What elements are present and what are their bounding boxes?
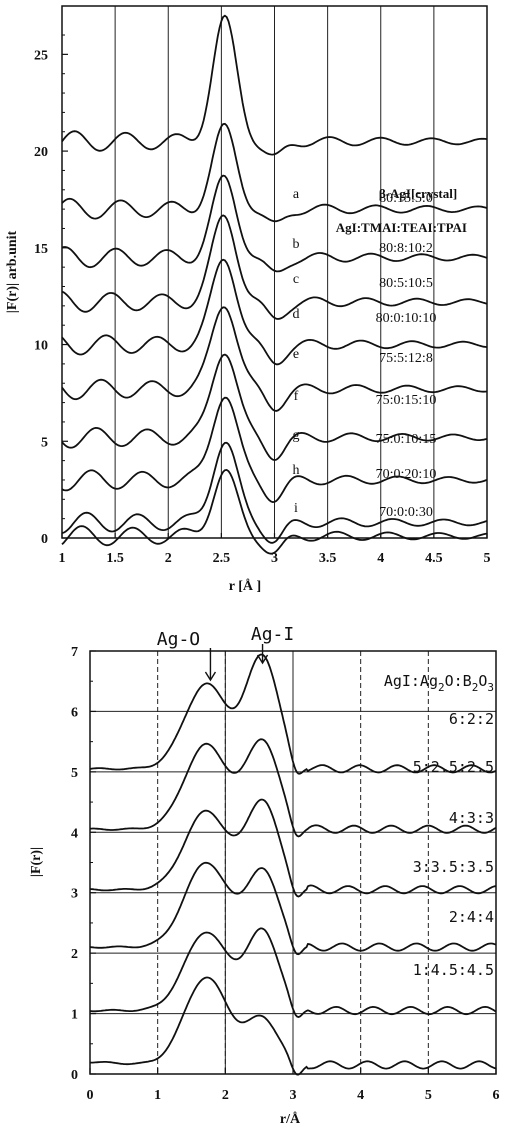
bottom-labels: 6:2:2 5:2.5:2.5 4:3:3 3:3.5:3.5 2:4:4 1:4.5:4… [413,710,494,979]
top-y-axis-label: |F(r)| arb.unit [5,230,20,313]
bottom-x-tick-label: 0 [87,1088,94,1103]
bottom-series-curve [89,927,497,1018]
bottom-y-tick-label: 1 [71,1008,78,1023]
bottom-x-tick-label: 2 [222,1088,229,1103]
top-y-tick-label: 5 [41,435,48,450]
top-series-composition: 80:5:10:5 [379,276,433,291]
bottom-series-curve [89,653,497,775]
top-x-axis-label: r [Å ] [229,578,261,594]
top-x-tick-label: 2 [165,551,172,566]
bottom-y-tick-label: 7 [71,645,78,660]
top-series-label-crystal: β-AgI[crystal] [379,186,457,201]
top-series-letter: g [293,428,300,443]
bottom-grid [90,651,496,1074]
top-x-tick-label: 3.5 [319,551,337,566]
top-series-curve [61,441,488,544]
bottom-x-tick-label: 6 [493,1088,500,1103]
top-series-letter: a [293,187,300,202]
top-series-curve [61,258,488,366]
annotation-arrow-head [256,654,269,665]
bottom-annotations: Ag-O Ag-I [157,624,294,682]
top-series-composition: 70:0:20:10 [376,467,437,482]
top-series-letter: h [293,463,300,478]
top-x-tick-label: 2.5 [213,551,231,566]
top-series-letter: d [293,307,300,322]
top-curves [61,14,488,555]
bottom-y-axis-label: |F(r)| [29,847,44,877]
top-series-composition: 75:0:15:10 [376,393,437,408]
top-series-composition: 75:5:12:8 [379,351,433,366]
top-series-curve [61,14,488,156]
top-series-letter: i [294,501,298,516]
bottom-y-ticks: 0 1 2 3 4 5 6 7 [71,645,96,1083]
bottom-series-label: 4:3:3 [449,809,494,827]
annotation-arrow-head [204,671,217,682]
bottom-series-curve [89,798,497,898]
top-series-composition: 80:0:10:10 [376,311,437,326]
top-x-tick-label: 5 [484,551,491,566]
bottom-series-label: 6:2:2 [449,710,494,728]
top-y-ticks: 0 5 10 15 20 25 [34,34,68,547]
top-labels: β-AgI[crystal] a 80:15:5:0 b 80:8:10:2 c 80:5:… [293,186,458,520]
top-y-tick-label: 25 [34,48,48,63]
top-x-tick-label: 4.5 [425,551,443,566]
top-y-tick-label: 20 [34,145,48,160]
top-series-curve [61,214,488,320]
top-x-tick-label: 4 [377,551,384,566]
bottom-curves [89,653,497,1076]
bottom-y-tick-label: 2 [71,947,78,962]
chart-bottom: 0 1 2 3 4 5 6 0 1 2 3 4 5 6 7 6:2:2 5:2.5:2.5 4:3:3 3:3.… [29,624,500,1127]
top-legend-header: AgI:TMAI:TEAI:TPAI [336,220,467,235]
top-series-letter: e [293,347,299,362]
bottom-y-tick-label: 0 [71,1068,78,1083]
top-grid [114,6,435,538]
bottom-y-tick-label: 6 [71,705,78,720]
top-series-curve [61,353,488,462]
top-x-tick-label: 3 [271,551,278,566]
top-series-letter: b [293,237,300,252]
annotation-ag-i: Ag-I [251,624,294,645]
bottom-legend-header: AgI:Ag2O:B2O3 [384,672,494,694]
top-y-tick-label: 10 [34,339,48,354]
top-series-composition: 75:0:10:15 [376,432,437,447]
bottom-x-tick-label: 1 [154,1088,161,1103]
bottom-x-axis-label: r/Å [280,1111,301,1127]
top-series-curve [61,396,488,504]
top-series-curve [61,122,488,223]
bottom-series-label: 2:4:4 [449,908,494,926]
top-x-tick-label: 1.5 [106,551,124,566]
top-series-curve [61,468,488,555]
top-x-tick-label: 1 [59,551,66,566]
chart-top: 1 1.5 2 2.5 3 3.5 4 4.5 5 0 5 10 15 20 25 β-AgI[cryst… [5,5,491,594]
bottom-x-tick-label: 3 [290,1088,297,1103]
top-x-ticks: 1 1.5 2 2.5 3 3.5 4 4.5 5 [59,533,491,566]
top-y-tick-label: 15 [34,242,48,257]
annotation-ag-o: Ag-O [157,629,200,650]
top-y-tick-label: 0 [41,532,48,547]
bottom-series-curve [89,861,497,956]
bottom-series-label: 5:2.5:2.5 [413,758,494,776]
bottom-y-tick-label: 5 [71,766,78,781]
top-series-composition: 80:15:5:0 [379,191,433,206]
top-series-curve [61,306,488,412]
bottom-series-label: 1:4.5:4.5 [413,961,494,979]
bottom-x-ticks: 0 1 2 3 4 5 6 [87,1068,500,1103]
top-series-letter: c [293,272,299,287]
bottom-y-tick-label: 3 [71,887,78,902]
bottom-x-tick-label: 4 [357,1088,364,1103]
top-series-composition: 80:8:10:2 [379,241,433,256]
bottom-series-label: 3:3.5:3.5 [413,858,494,876]
bottom-y-tick-label: 4 [71,826,78,841]
bottom-series-curve [89,738,497,838]
top-series-letter: f [294,389,299,404]
top-series-composition: 70:0:0:30 [379,505,433,520]
top-series-curve [61,174,488,273]
bottom-x-tick-label: 5 [425,1088,432,1103]
